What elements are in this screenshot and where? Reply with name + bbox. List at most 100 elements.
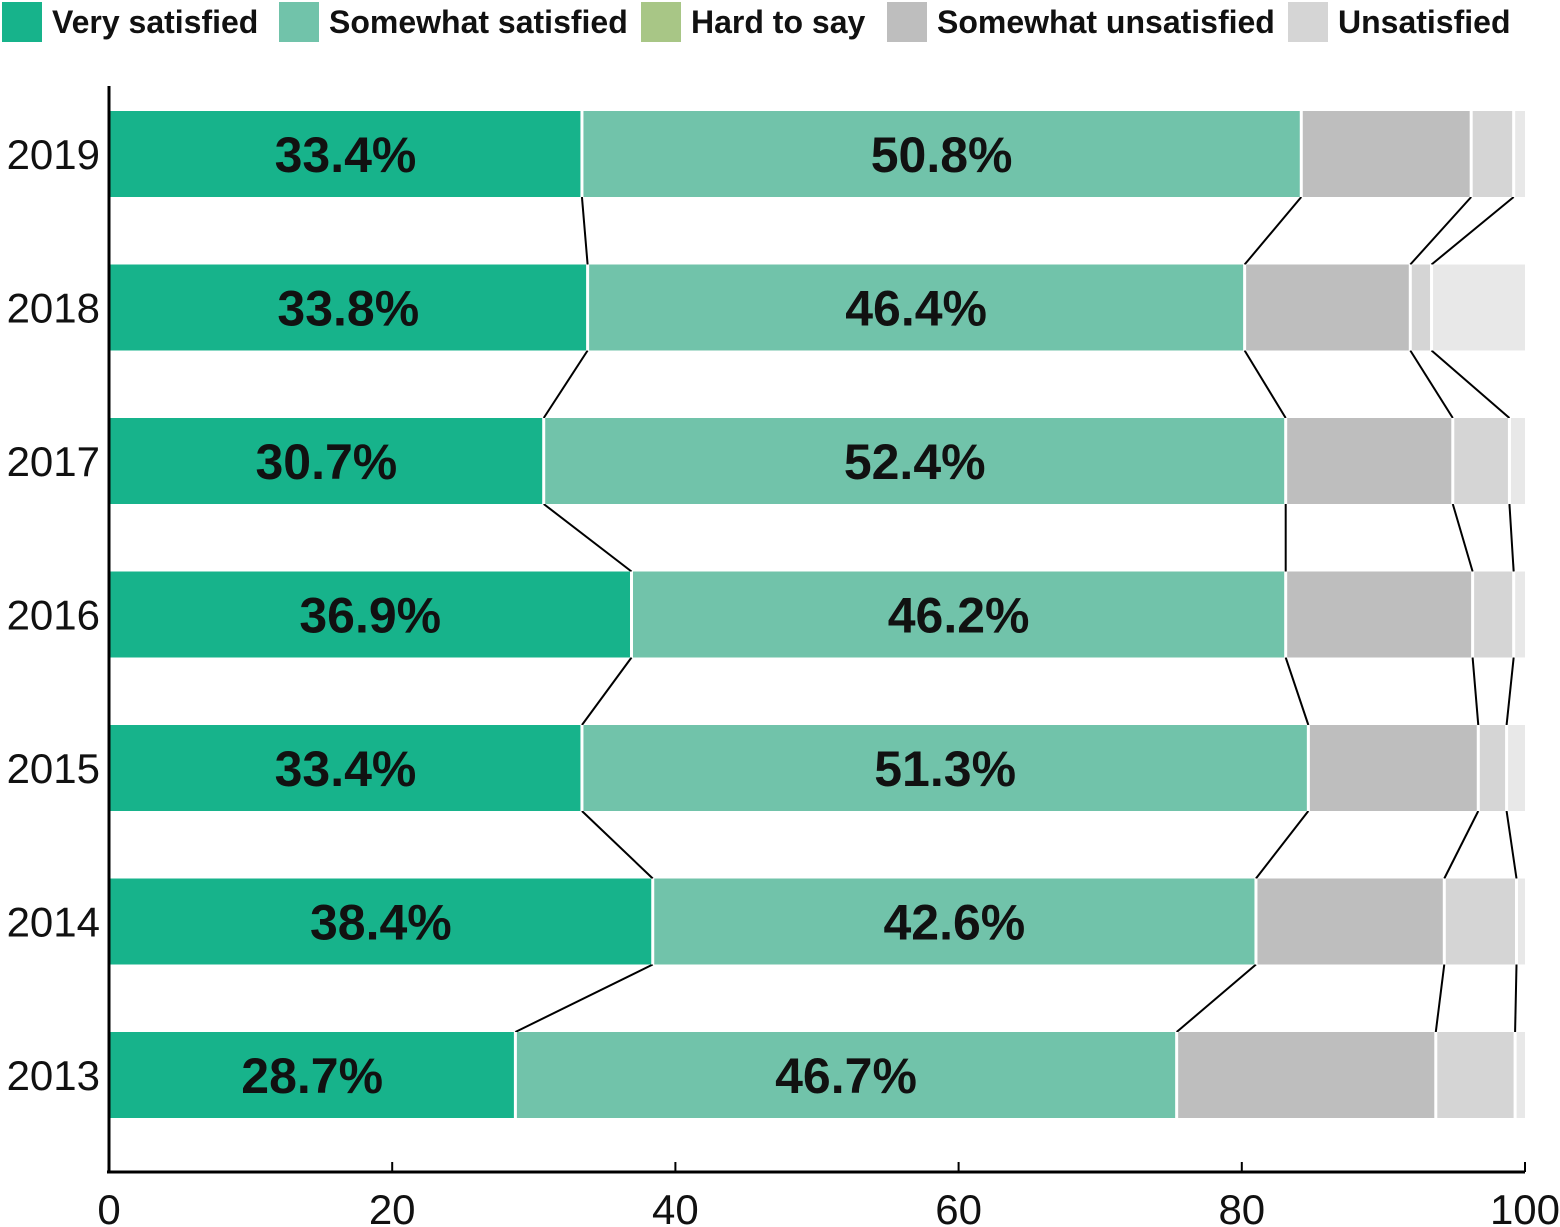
legend: Very satisfied Somewhat satisfied Hard to … (2, 2, 1510, 42)
connector-lines (514, 196, 1518, 1033)
legend-label-unsatisfied: Unsatisfied (1338, 4, 1510, 40)
data-label-2014-series-0: 38.4% (310, 895, 452, 951)
bar-2014-series-0 (109, 878, 653, 965)
connector-2015-2014-4 (1505, 810, 1518, 879)
legend-swatch-somewhat-unsatisfied (887, 2, 927, 42)
legend-label-hard-to-say: Hard to say (691, 4, 865, 40)
connector-2016-2015-0 (581, 656, 633, 726)
data-label-2013-series-0: 28.7% (241, 1048, 383, 1104)
category-label-2018: 2018 (7, 285, 100, 332)
connector-2019-2018-0 (580, 196, 589, 265)
bar-2019-series-0 (109, 111, 582, 197)
connector-2014-2013-4 (1514, 964, 1518, 1033)
bar-2019-series-4 (1471, 111, 1514, 197)
bar-2013-series-0 (109, 1032, 516, 1118)
connector-2019-2018-4 (1430, 196, 1515, 266)
x-tick-label-20: 20 (369, 1186, 416, 1227)
x-tick-label-60: 60 (935, 1186, 982, 1227)
legend-label-very-satisfied: Very satisfied (52, 4, 258, 40)
bar-2016-series-3 (1285, 571, 1473, 658)
bar-2015-series-0 (109, 725, 582, 811)
data-label-2016-series-1: 46.2% (888, 588, 1030, 644)
connector-2014-2013-1 (1176, 963, 1257, 1033)
bar-2017-series-3 (1285, 418, 1453, 504)
category-label-2014: 2014 (7, 899, 100, 946)
bar-2018-series-4 (1410, 264, 1432, 351)
connector-2014-2013-3 (1434, 964, 1446, 1033)
data-label-2016-series-0: 36.9% (299, 588, 441, 644)
bar-2017-series-1 (543, 418, 1286, 504)
connector-2015-2014-1 (1255, 810, 1310, 880)
bar-2013-series-3 (1176, 1032, 1436, 1118)
connector-2017-2016-0 (543, 503, 633, 573)
data-label-2017-series-0: 30.7% (255, 434, 397, 490)
connector-2016-2015-1 (1284, 657, 1310, 726)
connector-2016-2015-3 (1471, 657, 1480, 726)
x-tick-label-0: 0 (97, 1186, 120, 1227)
bar-2016-series-4 (1472, 571, 1514, 658)
connector-2015-2014-3 (1443, 810, 1480, 879)
legend-swatch-unsatisfied (1288, 2, 1328, 42)
bar-2015-series-4 (1478, 725, 1507, 811)
bar-2013-series-5 (1515, 1032, 1525, 1118)
bar-2017-series-0 (109, 418, 544, 504)
connector-2017-2016-3 (1451, 503, 1474, 572)
data-label-2013-series-1: 46.7% (775, 1048, 917, 1104)
data-label-2015-series-1: 51.3% (874, 741, 1016, 797)
bar-2013-series-1 (515, 1032, 1177, 1118)
bar-2014-series-4 (1444, 878, 1517, 965)
bar-2014-series-5 (1516, 878, 1525, 965)
data-label-2018-series-1: 46.4% (845, 281, 987, 337)
connector-2018-2017-1 (1243, 349, 1287, 419)
connector-2018-2017-0 (542, 349, 589, 419)
data-label-2017-series-1: 52.4% (844, 434, 986, 490)
category-label-2013: 2013 (7, 1052, 100, 1099)
connector-2017-2016-4 (1508, 503, 1515, 572)
bar-2014-series-3 (1255, 878, 1445, 965)
legend-label-somewhat-satisfied: Somewhat satisfied (329, 4, 628, 40)
connector-2018-2017-3 (1409, 349, 1454, 419)
bar-2016-series-5 (1513, 571, 1525, 658)
connector-2016-2015-4 (1505, 657, 1515, 726)
bar-2016-series-0 (109, 571, 632, 658)
bar-2019-series-1 (581, 111, 1302, 197)
bar-2018-series-5 (1431, 264, 1525, 351)
bars: 33.4% 50.8% 33.8% 46.4% 30.7% 52.4% 36.9% 46.2%… (109, 111, 1525, 1118)
bar-2019-series-5 (1513, 111, 1525, 197)
data-label-2014-series-1: 42.6% (883, 895, 1025, 951)
legend-swatch-very-satisfied (2, 2, 42, 42)
bar-2018-series-1 (587, 264, 1245, 351)
connector-2019-2018-1 (1243, 196, 1303, 266)
data-label-2015-series-0: 33.4% (275, 741, 417, 797)
bar-2015-series-3 (1308, 725, 1479, 811)
category-label-2017: 2017 (7, 438, 100, 485)
x-tick-label-100: 100 (1490, 1186, 1560, 1227)
data-label-2019-series-0: 33.4% (275, 127, 417, 183)
connector-2018-2017-4 (1430, 349, 1511, 419)
bar-2019-series-3 (1301, 111, 1472, 197)
connector-2019-2018-3 (1409, 196, 1472, 266)
connector-2015-2014-0 (581, 810, 654, 880)
bar-2015-series-5 (1506, 725, 1525, 811)
legend-swatch-somewhat-satisfied (279, 2, 319, 42)
bar-2017-series-5 (1509, 418, 1525, 504)
legend-swatch-hard-to-say (641, 2, 681, 42)
x-tick-label-40: 40 (652, 1186, 699, 1227)
axes: 0 20 40 60 80 100 2019 2018 2017 2016 2015 2014 2013 (7, 86, 1560, 1227)
connector-2014-2013-0 (514, 963, 654, 1033)
data-label-2018-series-0: 33.8% (277, 281, 419, 337)
legend-label-somewhat-unsatisfied: Somewhat unsatisfied (937, 4, 1275, 40)
bar-2015-series-1 (581, 725, 1309, 811)
data-label-2019-series-1: 50.8% (871, 127, 1013, 183)
category-label-2015: 2015 (7, 745, 100, 792)
x-tick-label-80: 80 (1218, 1186, 1265, 1227)
bar-2017-series-4 (1452, 418, 1510, 504)
bar-2013-series-4 (1435, 1032, 1516, 1118)
category-label-2016: 2016 (7, 592, 100, 639)
category-label-2019: 2019 (7, 131, 100, 178)
bar-2016-series-1 (631, 571, 1286, 658)
bar-2018-series-3 (1244, 264, 1411, 351)
bar-2014-series-1 (652, 878, 1256, 965)
bar-2018-series-0 (109, 264, 588, 351)
